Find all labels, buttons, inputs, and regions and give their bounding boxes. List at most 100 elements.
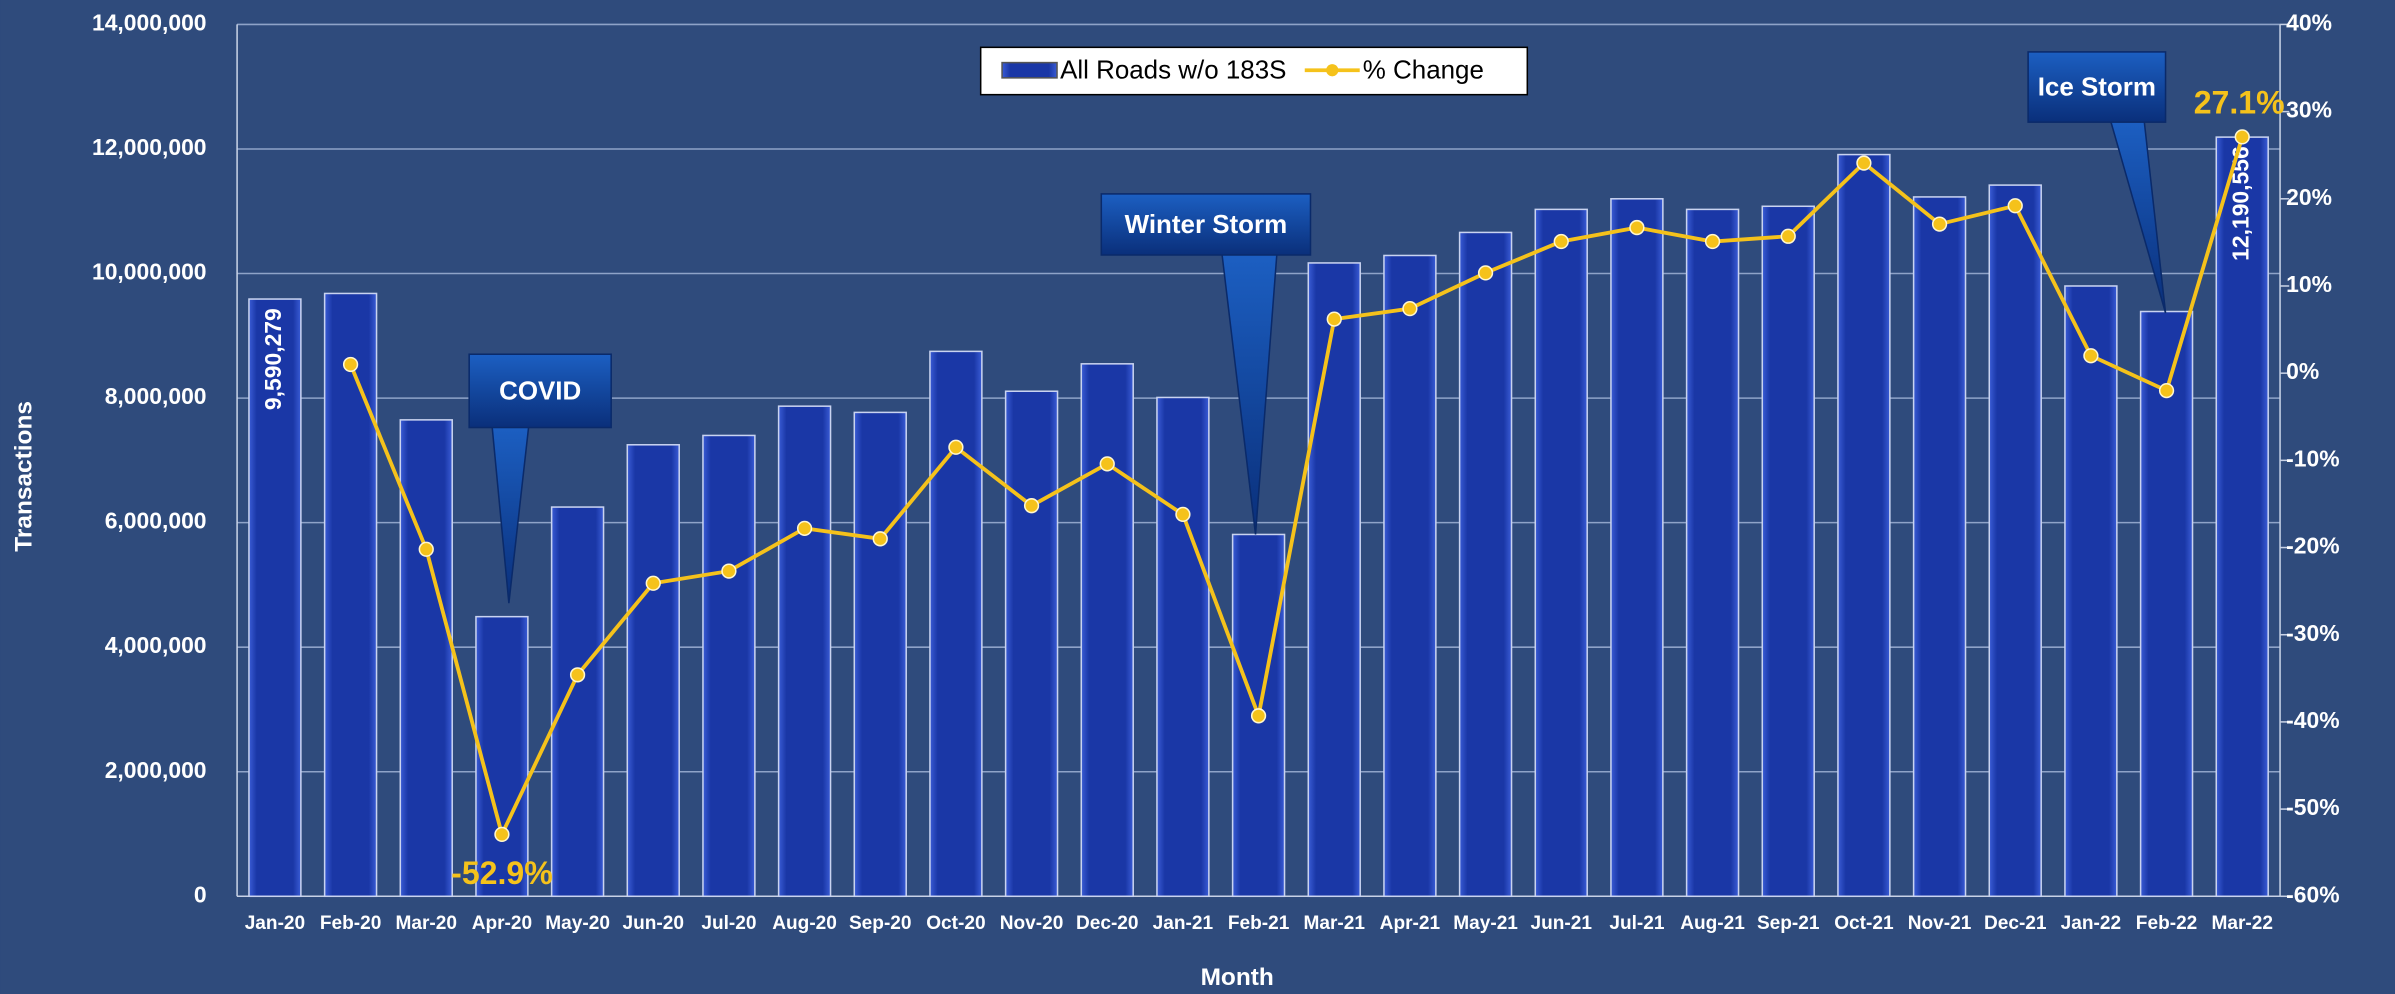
bar	[702, 434, 756, 898]
callout-box	[1100, 193, 1312, 256]
annotation-text: Ice Storm	[2038, 73, 2156, 101]
x-tick-label: Dec-21	[1984, 913, 2047, 934]
y-tick-label: 0	[194, 881, 207, 907]
bar	[2064, 285, 2118, 898]
bar	[323, 292, 378, 898]
line-point	[2158, 382, 2175, 399]
bar-value-label: 9,590,279	[260, 308, 286, 410]
line-point	[948, 439, 964, 455]
x-tick-label: Jun-20	[623, 913, 685, 934]
x-axis-title: Month	[1201, 964, 1274, 991]
x-tick-label: Aug-21	[1680, 913, 1745, 934]
bar	[1307, 262, 1361, 898]
y-tick-label: 8,000,000	[105, 383, 207, 409]
y2-tick-label: 10%	[2286, 271, 2332, 297]
y2-tick-label: 0%	[2286, 358, 2319, 384]
annotation-callout: Ice Storm	[2027, 51, 2167, 314]
bar	[853, 411, 907, 898]
line-point	[1856, 155, 1872, 171]
bar	[1080, 363, 1134, 898]
y2-tick-label: -50%	[2286, 794, 2339, 820]
y-tick-label: 12,000,000	[92, 134, 207, 160]
line-point	[2083, 348, 2099, 364]
line-point	[721, 563, 737, 579]
bar	[777, 405, 832, 898]
line-point	[796, 520, 813, 536]
bar	[626, 444, 680, 898]
bar	[2215, 136, 2269, 898]
x-tick-label: Oct-21	[1834, 913, 1894, 934]
y2-tick-label: -40%	[2286, 707, 2339, 733]
x-tick-label: Jan-20	[245, 913, 305, 934]
bar	[475, 615, 529, 898]
bar	[1383, 254, 1437, 898]
bar	[929, 350, 983, 898]
line-point	[2007, 198, 2023, 214]
annotation-callout: COVID	[468, 353, 612, 604]
x-tick-label: Feb-22	[2136, 913, 2198, 934]
bar	[1837, 153, 1891, 898]
line-point	[1780, 228, 1796, 244]
bar	[1156, 396, 1210, 898]
line-point	[1023, 498, 1040, 514]
x-tick-label: Jan-22	[2061, 913, 2121, 934]
x-tick-label: May-21	[1453, 913, 1518, 934]
line-point	[2234, 129, 2250, 145]
x-tick-label: Sep-21	[1757, 913, 1820, 934]
line-point	[569, 667, 586, 683]
line-point	[1099, 456, 1115, 472]
x-tick-label: Jul-21	[1609, 913, 1665, 934]
line-point	[1326, 311, 1342, 327]
annotation-callout: Winter Storm	[1100, 193, 1312, 535]
x-tick-label: Nov-20	[1000, 913, 1064, 934]
bar	[1610, 198, 1664, 898]
line-value-label: 27.1%	[2194, 84, 2285, 120]
x-tick-label: Sep-20	[849, 913, 912, 934]
y-tick-label: 6,000,000	[105, 508, 207, 534]
x-tick-label: Feb-21	[1228, 913, 1290, 934]
x-tick-label: Apr-21	[1380, 913, 1441, 934]
bar	[2139, 310, 2194, 898]
legend-label: All Roads w/o 183S	[1060, 57, 1286, 85]
y2-tick-label: -10%	[2286, 445, 2339, 471]
y-tick-label: 2,000,000	[105, 757, 207, 783]
callout-box	[468, 353, 612, 429]
legend-box	[979, 46, 1529, 96]
line-point	[342, 356, 359, 373]
y2-tick-label: 20%	[2286, 184, 2332, 210]
x-tick-label: Feb-20	[320, 913, 382, 934]
line-point	[494, 826, 510, 843]
line-point	[1704, 233, 1721, 250]
annotation-text: Winter Storm	[1125, 211, 1288, 239]
x-tick-label: Jun-21	[1530, 913, 1592, 934]
line-point	[872, 531, 888, 547]
legend: All Roads w/o 183S % Change	[979, 46, 1529, 96]
legend-swatch	[1001, 61, 1058, 79]
line-point	[1553, 233, 1569, 250]
y-tick-label: 10,000,000	[92, 259, 207, 285]
y-tick-label: 4,000,000	[105, 632, 207, 658]
line-point	[1931, 216, 1948, 232]
annotation-text: COVID	[499, 377, 581, 405]
x-tick-label: Oct-20	[926, 913, 985, 934]
line-point	[1402, 301, 1418, 317]
y-tick-label: 14,000,000	[92, 9, 207, 35]
callout-box	[2027, 51, 2167, 123]
bar-value-label: 12,190,556	[2227, 146, 2253, 261]
x-tick-label: Apr-20	[472, 913, 532, 934]
x-tick-label: Mar-22	[2211, 913, 2273, 934]
y-axis-title: Transactions	[10, 401, 37, 552]
x-tick-label: Mar-20	[395, 913, 457, 934]
line-point	[1629, 219, 1645, 236]
line	[348, 136, 2245, 840]
y2-tick-label: -20%	[2286, 533, 2339, 559]
bar	[248, 298, 302, 898]
line-point	[1250, 708, 1267, 724]
x-tick-label: Jul-20	[701, 913, 756, 934]
line-point	[1477, 265, 1494, 281]
x-tick-label: Aug-20	[772, 913, 837, 934]
bar	[1912, 196, 1967, 898]
line-point	[1175, 506, 1191, 523]
y2-tick-label: -60%	[2286, 881, 2339, 907]
x-tick-label: Nov-21	[1908, 913, 1972, 934]
